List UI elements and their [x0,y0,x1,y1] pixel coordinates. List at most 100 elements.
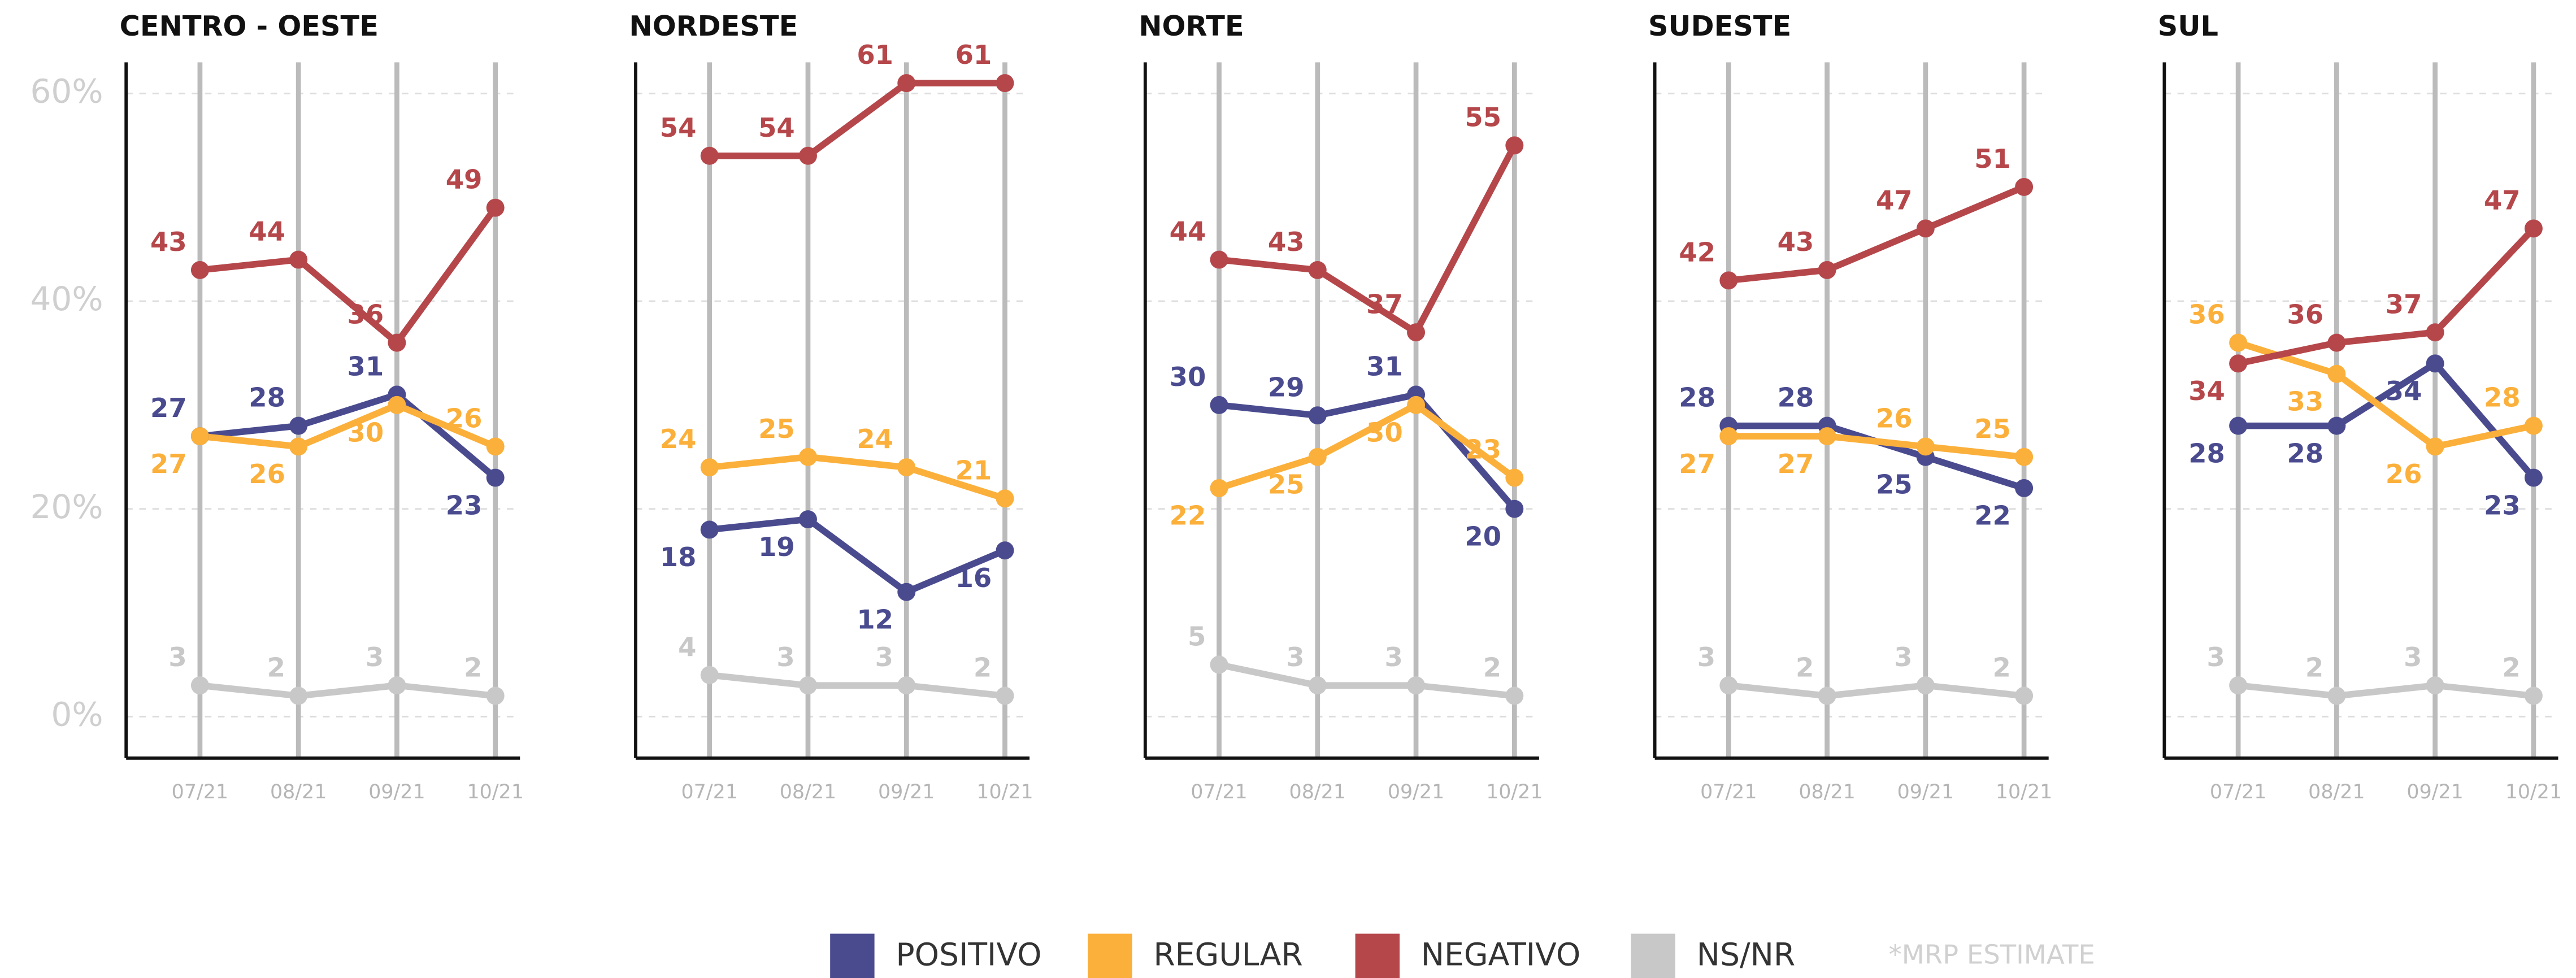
data-point [700,520,719,539]
data-point [1407,395,1426,414]
x-tick-label: 10/21 [1486,781,1543,803]
data-label: 36 [2188,299,2225,330]
data-point [2015,177,2034,196]
panel-title: NORTE [1139,10,1244,42]
data-point [2327,364,2346,383]
data-label: 44 [1170,216,1206,247]
x-tick-label: 09/21 [1388,781,1444,803]
data-label: 25 [1268,470,1305,500]
data-label: 34 [2386,376,2422,406]
series-line [709,671,1006,699]
data-point [1818,260,1836,279]
data-point [289,686,308,705]
series-line [2237,226,2536,367]
x-tick-label: 10/21 [976,781,1033,803]
data-label: 23 [446,490,483,520]
data-label: 3 [875,642,893,672]
data-point [799,447,817,466]
data-point [486,437,505,456]
legend-label: REGULAR [1153,937,1302,973]
data-label: 28 [1778,382,1814,413]
data-label: 37 [1366,289,1403,319]
data-label: 3 [1894,642,1912,672]
data-point [388,333,406,352]
data-label: 27 [150,449,187,479]
x-tick-label: 08/21 [2308,781,2365,803]
data-label: 34 [2188,376,2225,406]
data-label: 26 [446,403,483,433]
data-point [289,437,308,456]
data-label: 36 [2287,299,2323,330]
data-point [388,676,406,695]
data-point [190,676,209,695]
data-label: 3 [1384,642,1402,672]
data-label: 55 [1465,102,1501,132]
data-point [700,666,719,684]
series-line [1218,402,1517,492]
series-line [709,80,1005,159]
data-label: 47 [1876,185,1913,215]
data-point [996,489,1014,508]
data-label: 31 [1366,351,1403,382]
series-line [709,516,1006,596]
series-line [2238,682,2534,699]
panel-title: SUL [2158,10,2218,42]
data-point [486,686,505,705]
x-tick-label: 10/21 [467,781,523,803]
data-label: 30 [347,418,384,448]
data-point [2015,686,2034,705]
data-label: 30 [1170,362,1206,392]
series-line [199,391,498,480]
data-label: 24 [660,424,697,454]
data-label: 2 [267,653,285,683]
data-point [2426,676,2444,695]
data-point [1719,676,1738,695]
data-point [1719,271,1738,290]
data-point [2327,686,2346,705]
series-line [2238,360,2536,480]
data-label: 16 [955,563,992,593]
series-line [709,453,1006,502]
data-label: 33 [2287,386,2323,417]
data-label: 27 [1778,449,1814,479]
data-point [2015,447,2034,466]
data-label: 25 [1974,414,2011,444]
data-point [388,395,406,414]
data-point [190,260,209,279]
data-point [2229,416,2248,435]
x-tick-label: 09/21 [878,781,935,803]
y-tick-label: 20% [30,488,103,526]
data-label: 42 [1679,237,1715,267]
data-point [1308,260,1327,279]
data-label: 19 [758,532,795,562]
series-line [1728,433,2025,460]
data-point [1916,437,1935,456]
series-line [1218,661,1515,699]
x-tick-label: 07/21 [1191,781,1247,803]
data-point [897,583,916,601]
data-label: 43 [1778,227,1814,257]
data-point [2327,333,2346,352]
data-point [1818,427,1836,446]
panel-title: NORDESTE [629,10,798,42]
data-label: 44 [249,216,285,247]
data-label: 3 [1697,642,1715,672]
data-label: 31 [347,351,384,382]
data-point [1407,676,1426,695]
data-label: 30 [1366,418,1403,448]
data-label: 25 [758,414,795,444]
series-line [199,402,497,450]
data-point [799,676,817,695]
data-point [190,427,209,446]
data-label: 2 [2305,653,2323,683]
data-label: 27 [150,393,187,423]
series-line [1218,391,1517,511]
data-point [1308,676,1327,695]
data-point [1210,395,1228,414]
data-point [1308,406,1327,425]
data-point [1210,250,1228,269]
series-line [199,682,496,699]
legend-swatch [830,933,875,978]
data-point [1505,499,1524,518]
legend-label: NEGATIVO [1421,937,1581,973]
